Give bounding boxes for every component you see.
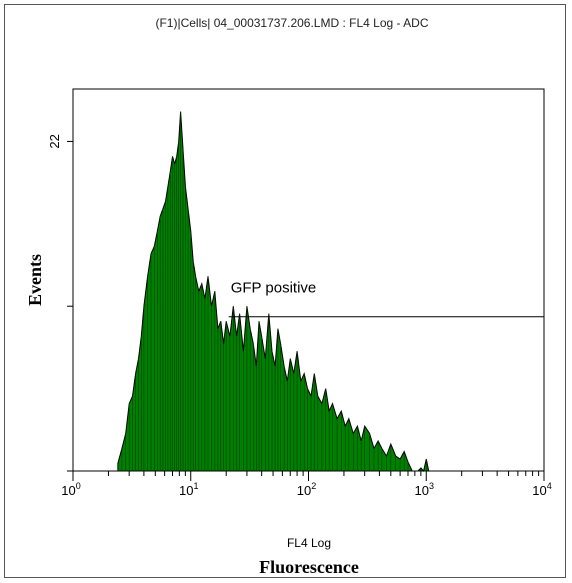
- gate-label: GFP positive: [231, 280, 317, 297]
- x-tick-exponent: 4: [547, 481, 552, 491]
- x-tick-label: 100: [61, 481, 80, 498]
- y-axis: 22: [47, 134, 73, 472]
- y-tick-label: 22: [47, 134, 62, 148]
- histogram-chart: (F1)|Cells| 04_00031737.206.LMD : FL4 Lo…: [25, 16, 552, 577]
- x-tick-label: 102: [297, 481, 316, 498]
- x-tick-label: 104: [532, 481, 551, 498]
- x-axis-label: Fluorescence: [259, 557, 359, 577]
- histogram-layer: [117, 111, 432, 473]
- chart-title: (F1)|Cells| 04_00031737.206.LMD : FL4 Lo…: [155, 16, 428, 30]
- x-axis: 100 101 102 103 104: [61, 471, 552, 498]
- x-tick-exponent: 3: [429, 481, 434, 491]
- x-tick-exponent: 1: [193, 481, 198, 491]
- x-tick-exponent: 0: [76, 481, 81, 491]
- x-tick-label: 101: [179, 481, 198, 498]
- y-axis-label: Events: [25, 254, 45, 306]
- x-tick-exponent: 2: [311, 481, 316, 491]
- gate-layer: GFP positive: [228, 280, 544, 318]
- x-tick-label: 103: [415, 481, 434, 498]
- chart-frame: (F1)|Cells| 04_00031737.206.LMD : FL4 Lo…: [4, 4, 566, 578]
- x-axis-channel-label: FL4 Log: [287, 536, 331, 550]
